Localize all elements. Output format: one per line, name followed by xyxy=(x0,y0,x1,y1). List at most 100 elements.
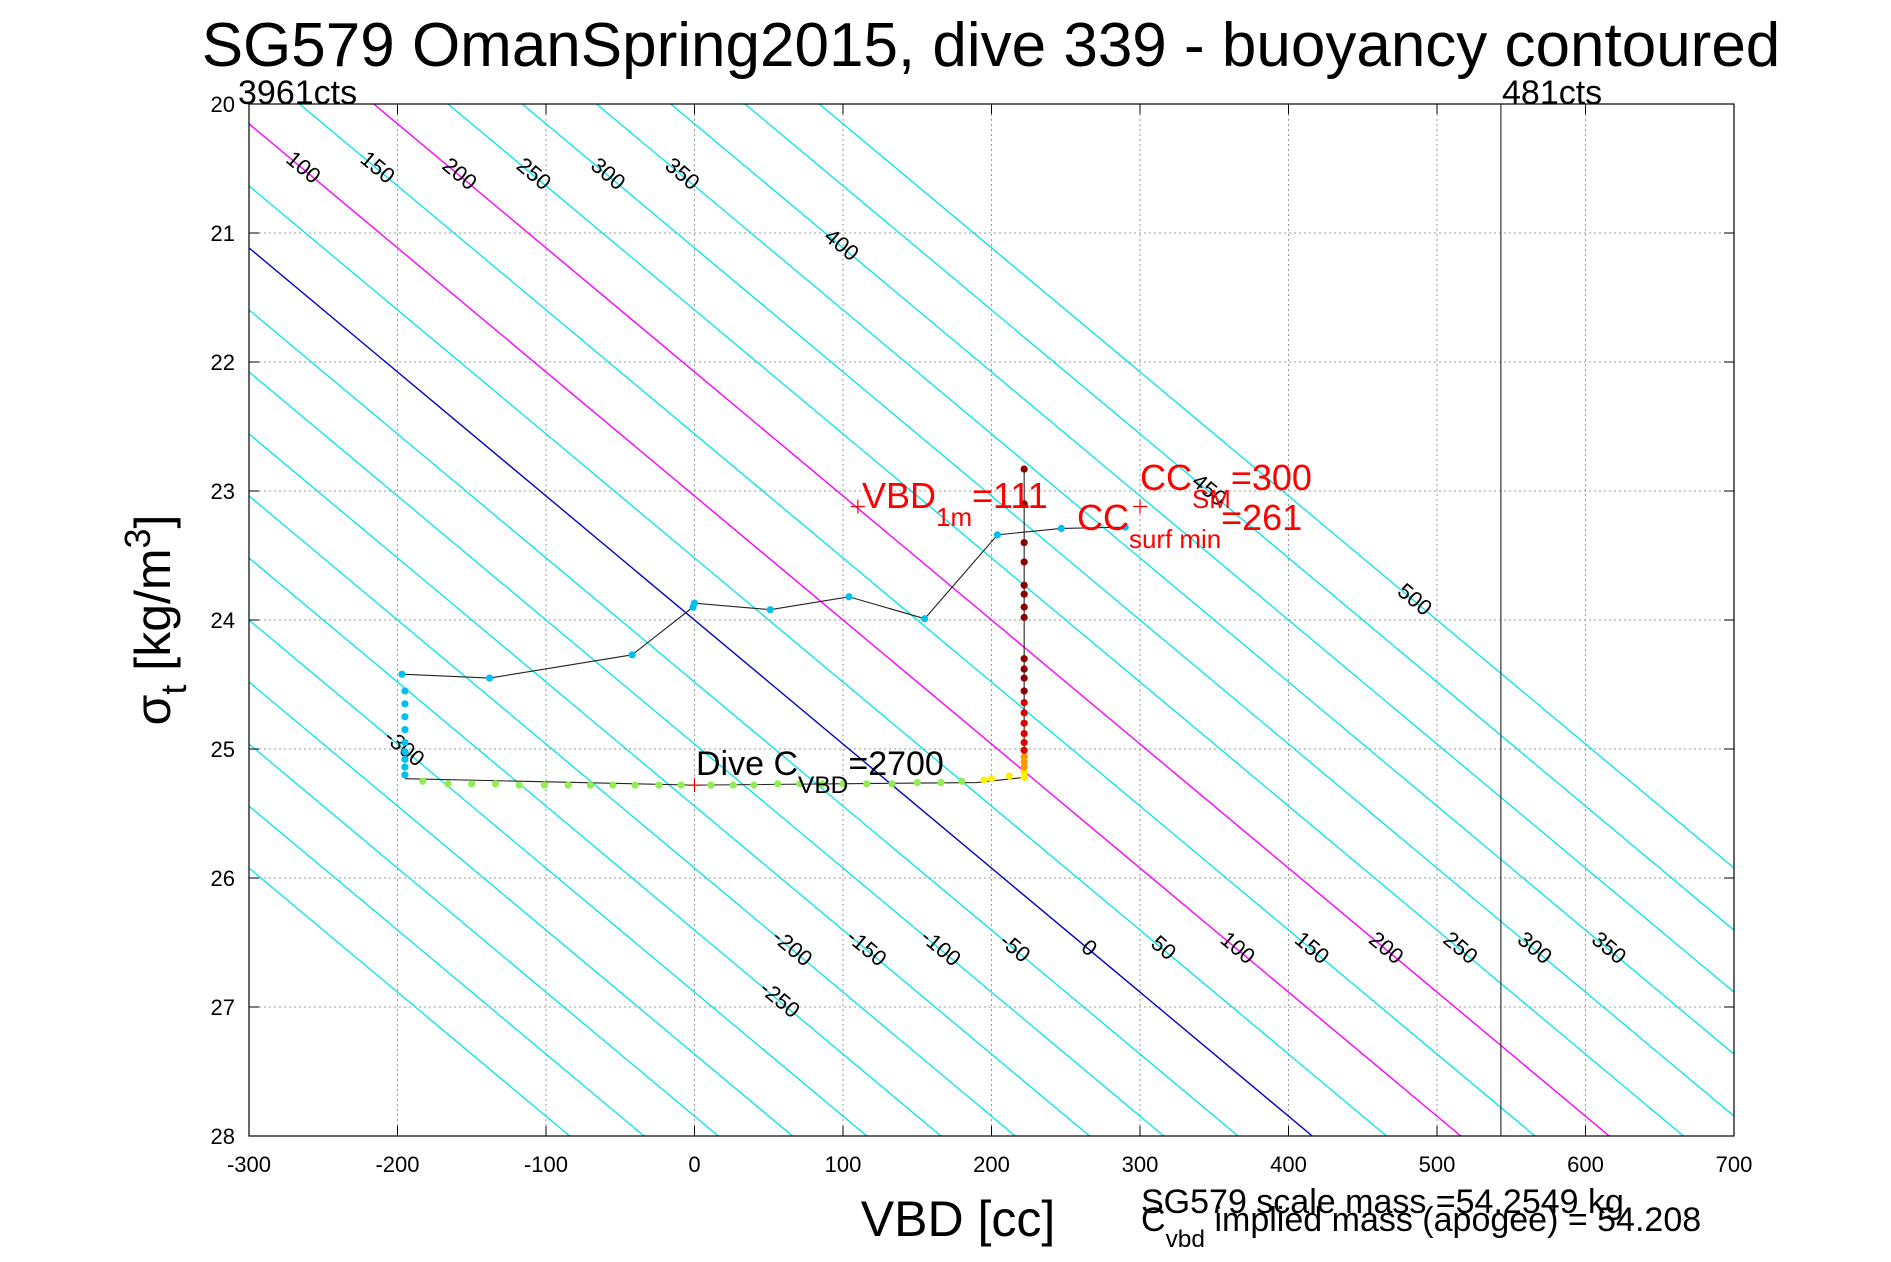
data-point-red xyxy=(1020,719,1028,727)
data-point-yellow xyxy=(1020,773,1028,781)
data-point-red xyxy=(1020,709,1028,717)
data-point-darkred xyxy=(1020,590,1028,598)
data-point-red xyxy=(1020,698,1028,707)
data-point-red xyxy=(1020,738,1028,747)
marker-dive-cvbd xyxy=(687,778,702,793)
data-point-green xyxy=(609,781,617,789)
data-point-green xyxy=(444,780,452,788)
data-point-blue xyxy=(401,755,409,763)
y-axis-label-unit-close: ] xyxy=(125,515,181,529)
contour-line xyxy=(249,122,1462,1136)
contour-line xyxy=(521,104,1734,1118)
data-point-darkred xyxy=(1020,465,1028,473)
data-point-blue xyxy=(845,593,853,601)
data-point-green xyxy=(888,780,896,788)
annotation-cc-surf-min-sub: surf min xyxy=(1129,526,1221,554)
x-tick-label: -300 xyxy=(227,1152,271,1177)
contour-line xyxy=(249,805,645,1136)
annotation-cc-sm-main: CC xyxy=(1140,457,1192,498)
contour-line xyxy=(744,104,1734,931)
data-point-blue xyxy=(1121,523,1129,531)
data-point-darkred xyxy=(1020,655,1028,663)
annotation-dive-cvbd-tail: =2700 xyxy=(848,745,944,783)
data-point-blue xyxy=(690,599,699,607)
axis-ticks: -300 -200 -100 0 100 200 300 400 500 600 700 20 21 22… xyxy=(211,92,1753,1177)
data-point-green xyxy=(937,778,945,787)
data-point-darkred xyxy=(1020,665,1028,673)
y-tick-label: 27 xyxy=(211,995,235,1020)
data-point-darkred xyxy=(1020,500,1028,508)
annotation-cc-sm-sub: SM xyxy=(1192,486,1231,514)
x-tick-label: 300 xyxy=(1122,1152,1159,1177)
data-point-blue xyxy=(401,747,409,756)
y-tick-label: 23 xyxy=(211,479,235,504)
y-tick-label: 26 xyxy=(211,866,235,891)
y-tick-label: 24 xyxy=(211,608,235,633)
data-point-green xyxy=(586,781,595,789)
contour-line xyxy=(249,743,719,1136)
data-point-green xyxy=(540,781,549,789)
annotation-cc-surf-min-main: CC xyxy=(1077,497,1129,538)
annotation-cc-sm: CCSM=300 xyxy=(1140,457,1312,514)
data-point-green xyxy=(631,781,639,789)
data-point-blue xyxy=(401,713,409,721)
data-point-green xyxy=(958,777,966,785)
annotation-vbd-1m-main: VBD xyxy=(862,475,936,516)
marker-vbd-1m xyxy=(850,499,865,514)
annotation-vbd-1m: VBD1m=111 xyxy=(862,475,1048,532)
data-point-orange xyxy=(1020,753,1028,761)
footer-implied-sub: vbd xyxy=(1166,1226,1205,1253)
data-point-green xyxy=(750,781,758,789)
annotation-cc-sm-tail: =300 xyxy=(1231,457,1312,498)
data-point-green xyxy=(839,780,847,788)
y-axis-label-unit-sup: 3 xyxy=(117,528,158,548)
data-point-darkred xyxy=(1020,687,1028,695)
data-point-green xyxy=(818,780,826,788)
contour-line xyxy=(373,104,1610,1136)
x-tick-label: 700 xyxy=(1716,1152,1753,1177)
x-tick-label: -200 xyxy=(375,1152,419,1177)
contour-line xyxy=(249,495,1016,1136)
data-point-green xyxy=(655,781,663,789)
contour-line xyxy=(249,185,1387,1136)
contour-line xyxy=(249,681,793,1136)
corner-label-left: 3961cts xyxy=(238,74,357,112)
contour-line xyxy=(249,309,1239,1136)
x-tick-label: 100 xyxy=(825,1152,862,1177)
contour-line xyxy=(249,867,571,1136)
chart-title: SG579 OmanSpring2015, dive 339 - buoyanc… xyxy=(202,11,1781,80)
contour-line xyxy=(249,557,942,1136)
data-point-green xyxy=(774,780,782,788)
data-point-red xyxy=(1020,746,1028,754)
data-point-blue xyxy=(766,606,774,614)
data-point-green xyxy=(707,781,715,789)
contour-line xyxy=(670,104,1734,993)
footer-scale-mass: SG579 scale mass =54.2549 kg xyxy=(1141,1183,1624,1221)
data-point-red xyxy=(1020,729,1028,738)
buoyancy-contours xyxy=(249,104,1734,1136)
x-tick-label: 500 xyxy=(1419,1152,1456,1177)
data-point-green xyxy=(419,777,427,785)
data-point-green xyxy=(468,780,476,788)
data-point-yellow xyxy=(1005,772,1013,780)
data-point-darkred xyxy=(1020,558,1028,566)
x-tick-label: -100 xyxy=(524,1152,568,1177)
annotation-dive-cvbd-sub: VBD xyxy=(798,772,848,799)
data-point-green xyxy=(491,780,500,788)
data-point-darkred xyxy=(1020,674,1028,682)
data-point-blue xyxy=(628,651,636,659)
data-point-blue xyxy=(398,670,406,678)
footer-implied-mass: Cvbd implied mass (apogee) = 54.208 xyxy=(1141,1201,1701,1253)
x-axis-label: VBD [cc] xyxy=(861,1191,1055,1247)
data-point-blue xyxy=(1057,524,1065,533)
footer-implied-main: C xyxy=(1141,1201,1166,1239)
data-point-blue xyxy=(401,771,409,779)
annotation-vbd-1m-sub: 1m xyxy=(936,504,972,532)
data-point-blue xyxy=(993,531,1002,539)
contour-line xyxy=(249,371,1165,1136)
data-point-blue xyxy=(401,726,409,734)
y-tick-label: 20 xyxy=(211,92,235,117)
data-point-green xyxy=(863,780,871,788)
data-point-blue xyxy=(921,615,929,623)
